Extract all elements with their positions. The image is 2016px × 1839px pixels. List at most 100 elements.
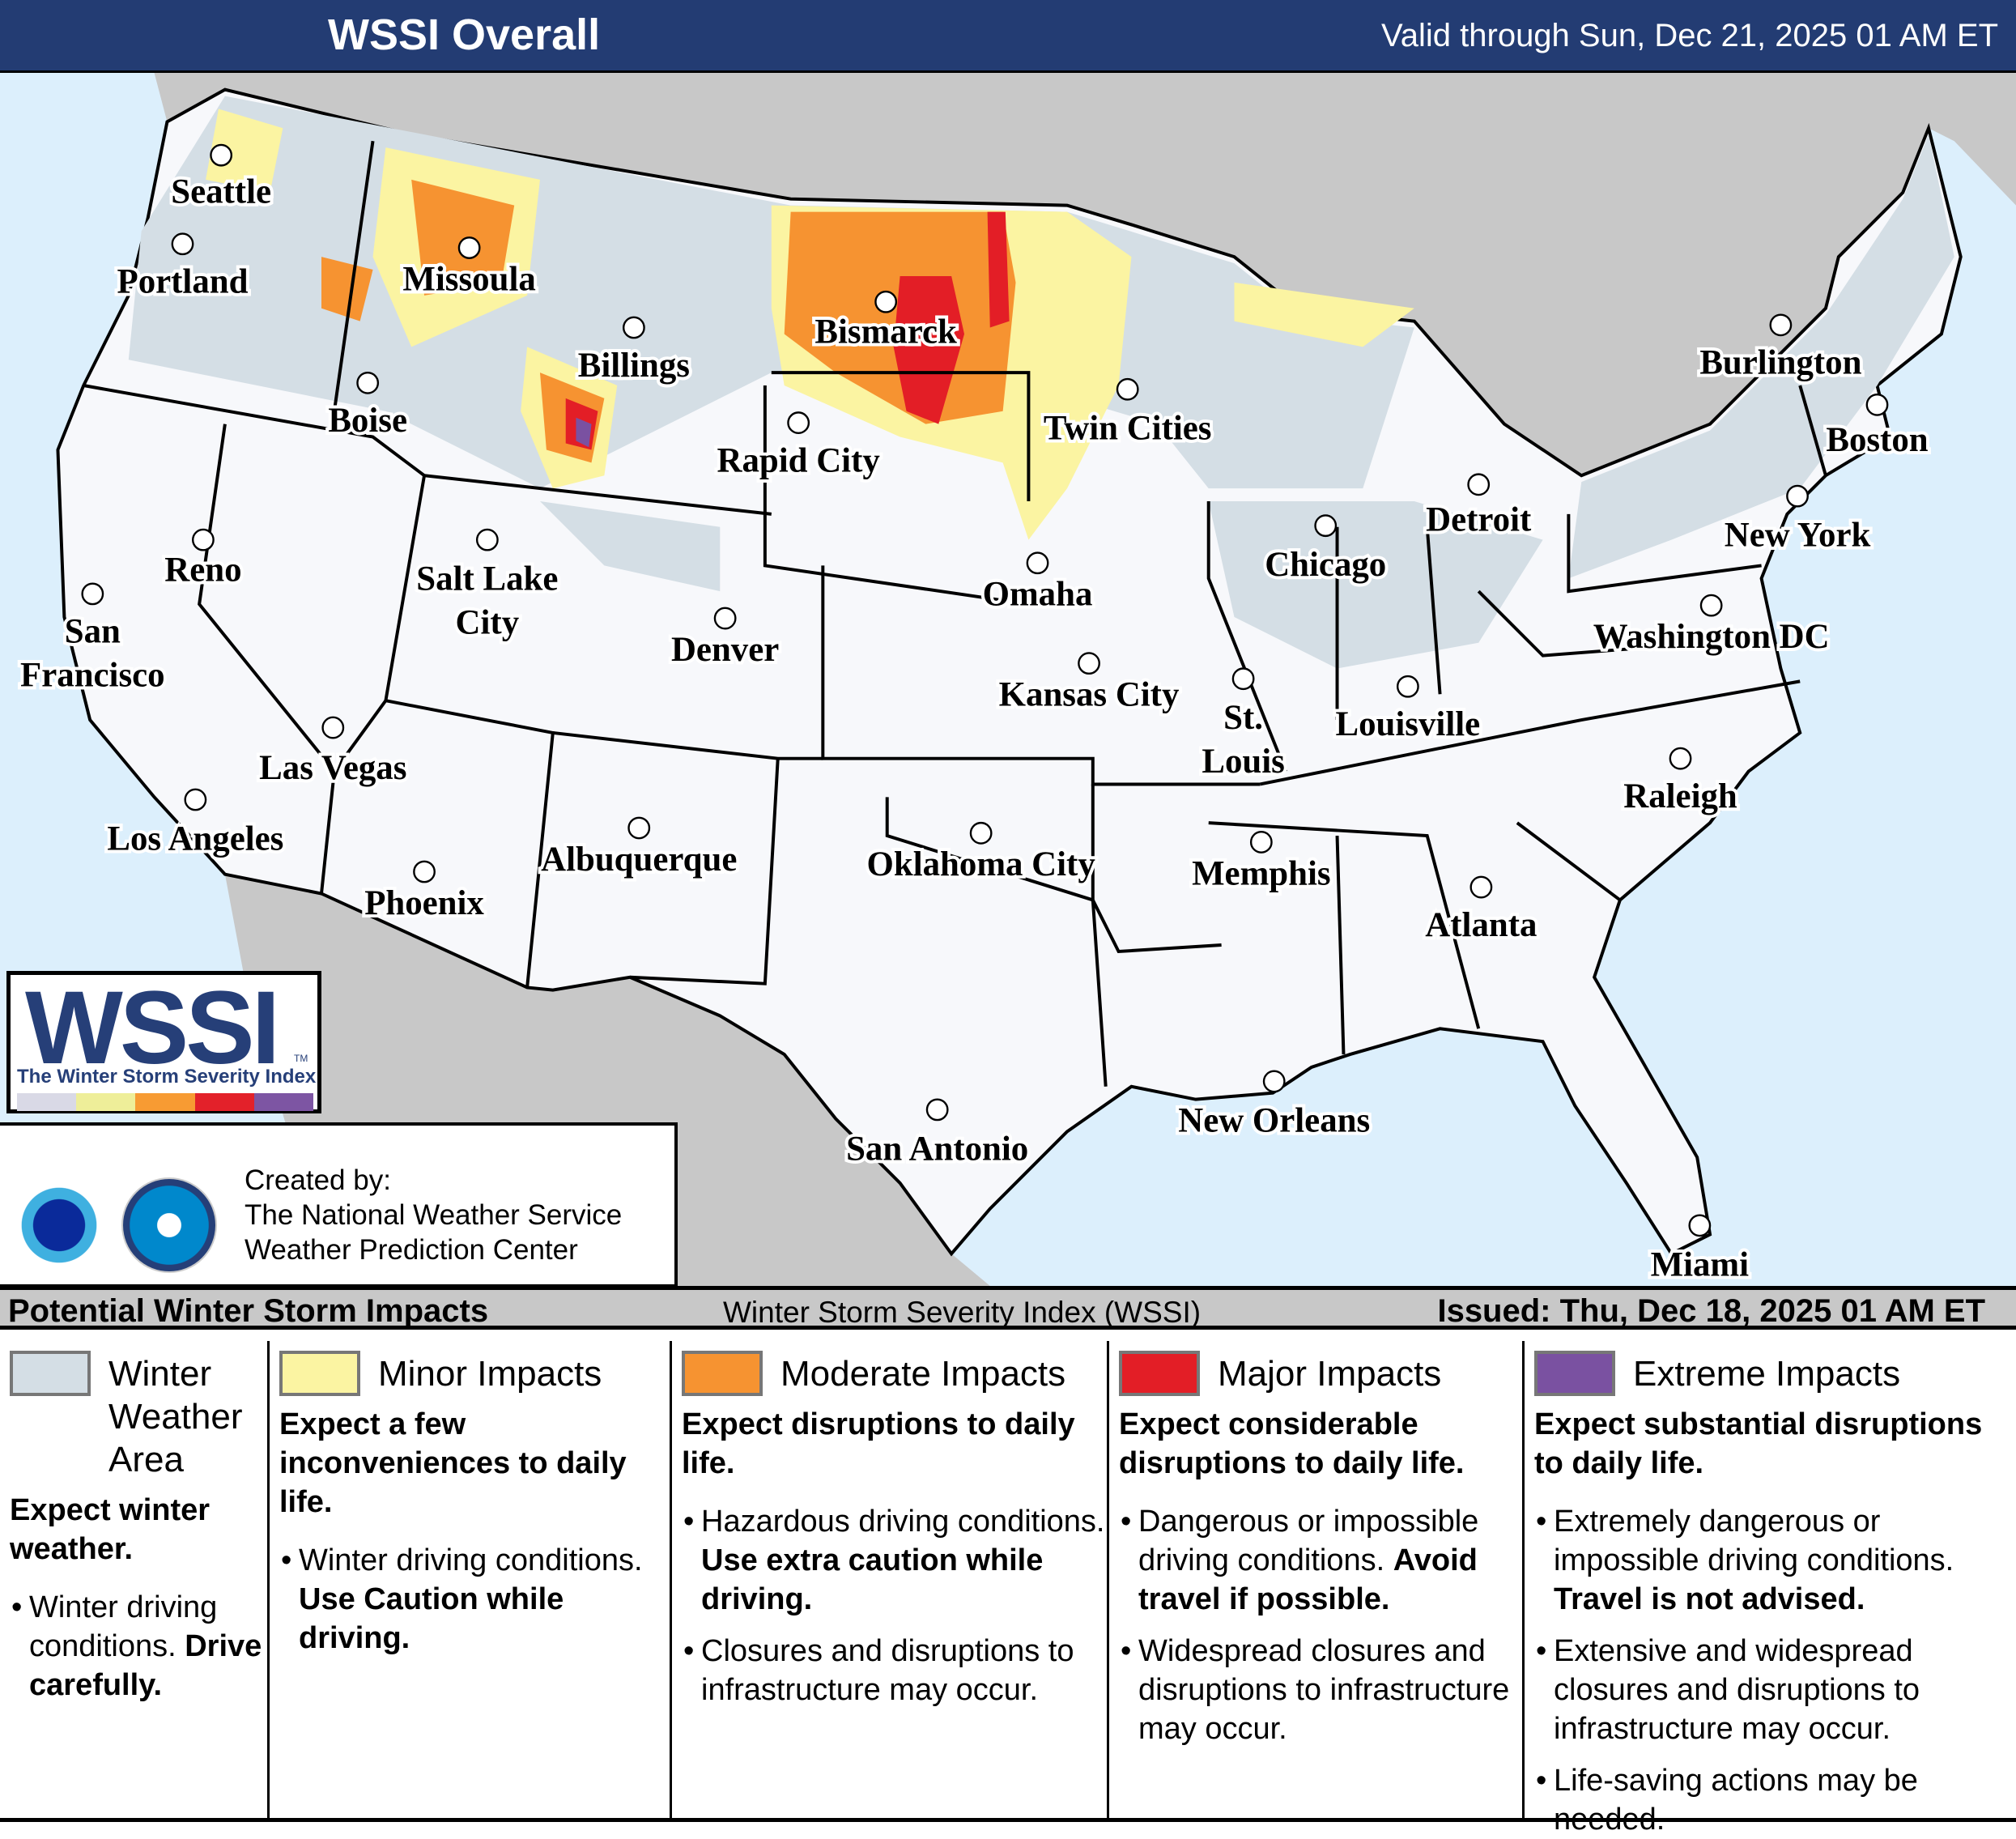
city-label: Reno — [164, 551, 241, 589]
city-boston: Boston — [1822, 393, 1932, 462]
city-label: San Antonio — [846, 1130, 1028, 1168]
legend-bullet: Extensive and widespread closures and di… — [1536, 1632, 2016, 1748]
legend-bullet: Closures and disruptions to infrastructu… — [683, 1632, 1107, 1709]
city-label: Bismarck — [814, 313, 957, 351]
city-kansas-city: Kansas City — [996, 652, 1183, 717]
legend-index-name: Winter Storm Severity Index (WSSI) — [723, 1296, 1202, 1329]
city-boise: Boise — [325, 371, 410, 443]
city-label: Los Angeles — [107, 819, 283, 858]
legend-bullet: Winter driving conditions. Use Caution w… — [281, 1541, 670, 1658]
logo-color-segment — [253, 1093, 314, 1111]
city-billings: Billings — [575, 316, 693, 388]
city-label: San Francisco — [20, 613, 165, 695]
legend-description: Expect substantial disruptions to daily … — [1534, 1407, 1983, 1480]
legend-title: Potential Winter Storm Impacts — [8, 1293, 489, 1329]
legend-column-moderate-impacts: Moderate Impacts Expect disruptions to da… — [670, 1341, 1107, 1818]
legend-heading: Moderate Impacts — [780, 1354, 1066, 1394]
logo-color-bar — [17, 1093, 314, 1111]
city-label: Boston — [1826, 421, 1928, 459]
city-dot — [413, 860, 436, 883]
city-dot — [1116, 377, 1139, 401]
credits-line-1: Created by: — [245, 1164, 391, 1196]
city-louisville: Louisville — [1333, 675, 1483, 747]
city-label: Las Vegas — [259, 749, 406, 787]
city-denver: Denver — [668, 607, 782, 672]
city-dot — [787, 411, 810, 434]
city-dot — [1467, 473, 1491, 496]
logo-color-segment — [76, 1093, 136, 1111]
city-dot — [622, 316, 645, 339]
city-memphis: Memphis — [1189, 831, 1334, 896]
legend-column-extreme-impacts: Extreme Impacts Expect substantial disrup… — [1522, 1341, 2016, 1837]
city-salt-lake-city: Salt Lake City — [413, 528, 561, 645]
city-dot — [1026, 551, 1049, 575]
legend-header: Potential Winter Storm Impacts Winter St… — [0, 1286, 2016, 1330]
city-label: St. Louis — [1202, 699, 1284, 781]
city-dot — [1669, 747, 1692, 770]
city-reno: Reno — [161, 528, 245, 592]
nws-seal-icon — [11, 1177, 107, 1273]
city-washington-dc: Washington DC — [1590, 594, 1833, 659]
city-st-louis: St. Louis — [1198, 667, 1288, 784]
city-rapid-city: Rapid City — [714, 411, 883, 483]
legend-description: Expect considerable disruptions to daily… — [1119, 1407, 1465, 1480]
logo-color-segment — [135, 1093, 195, 1111]
logo-trademark: TM — [294, 1053, 308, 1064]
logo-wordmark: WSSI — [25, 970, 280, 1086]
valid-through: Valid through Sun, Dec 21, 2025 01 AM ET — [1381, 18, 1998, 53]
city-label: Miami — [1651, 1245, 1750, 1283]
city-detroit: Detroit — [1423, 473, 1535, 542]
legend-description: Expect disruptions to daily life. — [682, 1407, 1075, 1480]
city-new-orleans: New Orleans — [1175, 1070, 1373, 1143]
city-bismarck: Bismarck — [811, 290, 960, 355]
legend-description: Expect a few inconveniences to daily lif… — [279, 1407, 627, 1519]
legend-bullet: Dangerous or impossible driving conditio… — [1121, 1502, 1522, 1619]
city-label: Atlanta — [1425, 906, 1537, 944]
city-atlanta: Atlanta — [1422, 875, 1540, 947]
city-dot — [874, 290, 898, 313]
legend-bullet: Widespread closures and disruptions to i… — [1121, 1632, 1522, 1748]
logo-color-segment — [194, 1093, 254, 1111]
legend-bullet: Life-saving actions may be needed. — [1536, 1761, 2016, 1839]
city-new-york: New York — [1721, 484, 1874, 558]
city-dot — [1396, 675, 1419, 698]
city-label: Missoula — [402, 260, 535, 298]
city-label: New Orleans — [1178, 1101, 1370, 1139]
city-label: Billings — [578, 347, 690, 385]
legend-bullet: Hazardous driving conditions. Use extra … — [683, 1502, 1107, 1619]
city-label: Louisville — [1336, 705, 1481, 743]
city-dot — [1262, 1070, 1286, 1093]
city-dot — [356, 371, 380, 394]
city-dot — [1249, 831, 1273, 854]
city-dot — [210, 143, 233, 167]
legend-heading: Minor Impacts — [378, 1354, 602, 1394]
impact-map: Seattle Portland Missoula Billings Bismarck B… — [0, 73, 2016, 1286]
city-label: Raleigh — [1623, 777, 1737, 815]
city-label: Seattle — [171, 172, 271, 211]
city-dot — [1769, 313, 1793, 337]
legend-heading: Major Impacts — [1218, 1354, 1442, 1394]
city-label: Detroit — [1426, 501, 1532, 539]
legend-heading: Extreme Impacts — [1633, 1354, 1901, 1394]
city-seattle: Seattle — [168, 143, 274, 214]
city-label: New York — [1725, 517, 1871, 555]
city-miami: Miami — [1648, 1214, 1752, 1286]
city-chicago: Chicago — [1261, 514, 1389, 587]
city-label: Albuquerque — [541, 841, 737, 879]
city-label: Twin Cities — [1044, 410, 1212, 448]
city-portland: Portland — [114, 232, 252, 304]
city-dot — [1078, 652, 1100, 675]
legend-description: Expect winter weather. — [10, 1493, 211, 1566]
city-burlington: Burlington — [1696, 313, 1865, 385]
legend-swatch — [1534, 1351, 1615, 1396]
page-title: WSSI Overall — [328, 11, 601, 59]
legend-column-winter-weather-area: Winter Weather Area Expect winter weather… — [0, 1341, 267, 1818]
wssi-logo: WSSI TM The Winter Storm Severity Index — [6, 970, 321, 1113]
legend-heading: Winter Weather Area — [108, 1354, 243, 1479]
city-dot — [81, 582, 104, 606]
extreme-impacts-area — [576, 417, 592, 448]
city-label: Portland — [117, 263, 249, 301]
city-label: Chicago — [1265, 546, 1386, 584]
city-dot — [1865, 393, 1889, 416]
legend-swatch — [1119, 1351, 1200, 1396]
